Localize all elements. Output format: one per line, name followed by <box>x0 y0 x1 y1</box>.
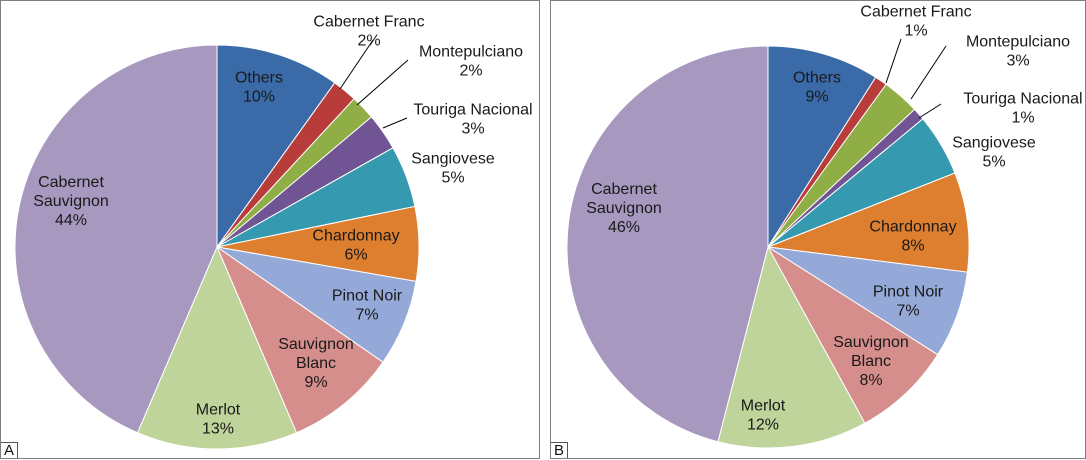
slice-merlot <box>717 245 866 449</box>
label-chardonnay: Chardonnay 6% <box>312 228 399 264</box>
label-cabernet-sauvignon: Cabernet Sauvignon 46% <box>586 181 662 236</box>
slice-cabernet-sauvignon <box>14 44 218 434</box>
panel-label-a: A <box>1 442 19 458</box>
label-chardonnay: Chardonnay 8% <box>869 219 956 255</box>
label-touriga-nacional: Touriga Nacional 3% <box>413 102 532 138</box>
label-cabernet-franc: Cabernet Franc 1% <box>860 4 971 40</box>
label-sauvignon-blanc: Sauvignon Blanc 9% <box>278 336 354 391</box>
label-pinot-noir: Pinot Noir 7% <box>873 284 944 320</box>
leader-line-cabernet-franc <box>339 39 374 90</box>
leader-line-cabernet-franc <box>885 38 902 84</box>
slice-merlot <box>136 245 298 450</box>
pie-chart-b: Others 9% Cabernet Franc 1%Montepulciano 3% T… <box>566 4 1083 449</box>
label-sangiovese: Sangiovese 5% <box>411 151 495 187</box>
slice-chardonnay <box>767 172 970 273</box>
label-merlot: Merlot 13% <box>196 402 241 438</box>
leader-line-montepulciano <box>356 59 409 106</box>
slice-cabernet-sauvignon <box>566 45 769 443</box>
label-merlot: Merlot 12% <box>741 398 786 434</box>
label-cabernet-franc: Cabernet Franc 2% <box>313 14 424 50</box>
label-sangiovese: Sangiovese 5% <box>952 135 1036 171</box>
chart-panel-a: Others 10% Cabernet Franc 2% Montepulciano 2%… <box>0 0 540 459</box>
leader-line-montepulciano <box>910 45 947 100</box>
label-others: Others 9% <box>793 70 841 106</box>
slice-sauvignon-blanc <box>767 246 939 424</box>
label-others: Others 10% <box>235 70 283 106</box>
label-sauvignon-blanc: Sauvignon Blanc 8% <box>833 334 909 389</box>
label-montepulciano: Montepulciano 3% <box>966 34 1070 70</box>
leader-line-touriga-nacional <box>918 103 942 119</box>
panel-label-b: B <box>551 442 569 458</box>
leader-line-touriga-nacional <box>382 117 408 129</box>
label-cabernet-sauvignon: Cabernet Sauvignon 44% <box>33 174 109 229</box>
slice-others <box>767 45 877 249</box>
label-montepulciano: Montepulciano 2% <box>419 44 523 80</box>
slice-others <box>216 44 336 249</box>
slice-sauvignon-blanc <box>215 245 384 434</box>
label-pinot-noir: Pinot Noir 7% <box>332 288 403 324</box>
chart-panel-b: Others 9% Cabernet Franc 1% Montepulciano 3% T… <box>550 0 1086 459</box>
label-touriga-nacional: Touriga Nacional 1% <box>963 91 1082 127</box>
pie-chart-a: Others 10% Cabernet Franc 2%Montepulciano 2%… <box>14 14 533 450</box>
